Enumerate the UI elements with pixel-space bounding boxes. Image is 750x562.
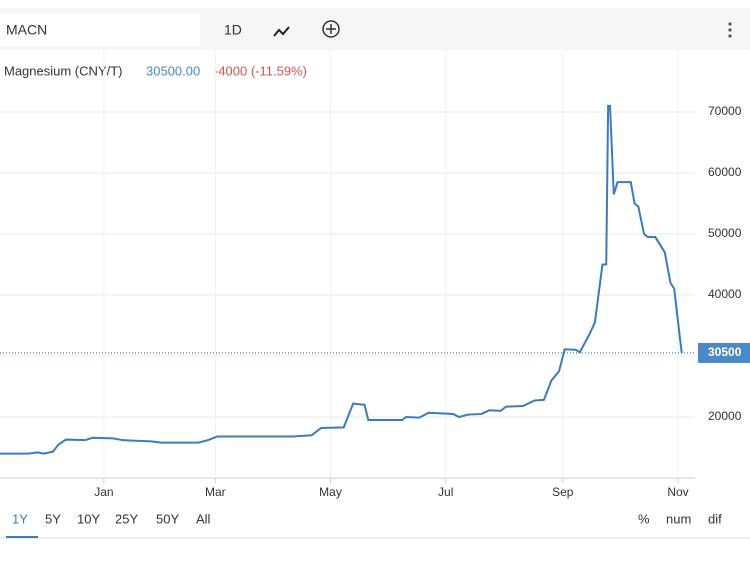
- x-tick-label: Mar: [205, 485, 226, 499]
- y-tick-label: 40000: [708, 287, 742, 301]
- range-button[interactable]: 5Y: [45, 511, 61, 526]
- range-button[interactable]: 10Y: [77, 511, 100, 526]
- menu-icon[interactable]: [728, 22, 732, 38]
- x-tick-label: Sep: [552, 485, 574, 499]
- x-tick-label: Nov: [667, 485, 688, 499]
- price-line: [0, 104, 683, 455]
- range-button[interactable]: 50Y: [156, 511, 179, 526]
- symbol-input[interactable]: [0, 14, 200, 46]
- last-price-label: 30500: [708, 345, 742, 359]
- mode-button[interactable]: %: [638, 511, 650, 526]
- range-button[interactable]: 25Y: [115, 511, 138, 526]
- add-icon-cross: [326, 24, 336, 34]
- mode-button[interactable]: dif: [708, 511, 722, 526]
- x-tick-label: Jul: [438, 485, 453, 499]
- y-tick-label: 20000: [708, 409, 742, 423]
- change: -4000 (-11.59%): [214, 63, 307, 78]
- y-tick-label: 50000: [708, 226, 742, 240]
- y-tick-label: 60000: [708, 165, 742, 179]
- x-tick-label: May: [319, 485, 342, 499]
- last-price-tag: [698, 342, 750, 363]
- x-tick-label: Jan: [94, 485, 113, 499]
- y-tick-label: 70000: [708, 104, 742, 118]
- interval-button[interactable]: 1D: [224, 22, 242, 38]
- range-button[interactable]: 1Y: [12, 511, 28, 526]
- price: 30500.00: [146, 63, 200, 78]
- series-title: Magnesium (CNY/T): [4, 63, 122, 78]
- symbol: MACN: [6, 22, 47, 38]
- mode-button[interactable]: num: [666, 511, 691, 526]
- range-button[interactable]: All: [196, 511, 211, 526]
- add-icon[interactable]: [322, 20, 340, 38]
- chart-type-icon[interactable]: [273, 26, 290, 37]
